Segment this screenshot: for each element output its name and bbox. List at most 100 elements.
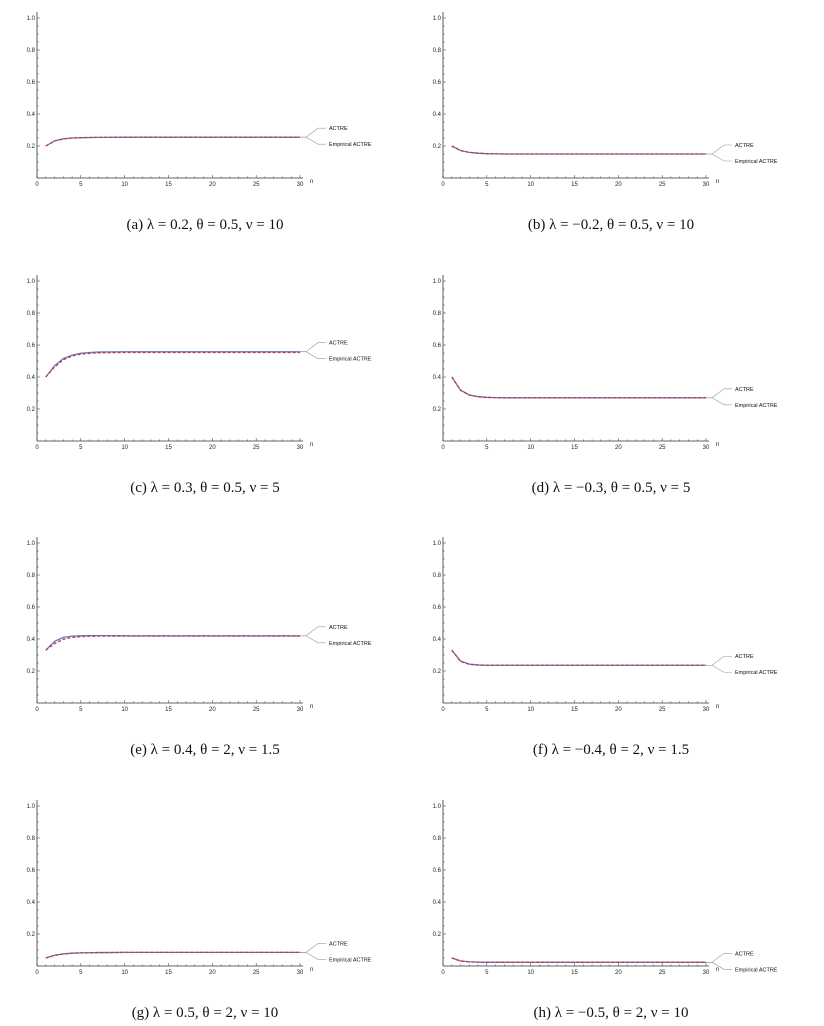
y-tick-label: 0.4 bbox=[433, 375, 442, 381]
x-tick-label: 15 bbox=[165, 182, 172, 188]
x-tick-label: 20 bbox=[209, 707, 216, 713]
y-tick-label: 0.8 bbox=[433, 573, 442, 579]
x-axis-label: n bbox=[310, 967, 313, 973]
series-line-empirical-actre bbox=[451, 145, 706, 155]
x-tick-label: 10 bbox=[527, 970, 534, 976]
x-tick-label: 10 bbox=[527, 182, 534, 188]
series-line-actre bbox=[45, 136, 300, 147]
y-tick-label: 1.0 bbox=[27, 541, 36, 547]
x-axis-label: n bbox=[716, 967, 719, 973]
legend-leader-line bbox=[706, 153, 732, 162]
y-tick-label: 1.0 bbox=[27, 804, 36, 810]
panel-caption: (h) λ = −0.5, θ = 2, ν = 10 bbox=[533, 1005, 688, 1021]
x-tick-label: 0 bbox=[441, 445, 445, 451]
x-tick-label: 25 bbox=[253, 707, 260, 713]
x-tick-label: 0 bbox=[35, 970, 39, 976]
x-tick-label: 15 bbox=[571, 445, 578, 451]
legend-label: Empirical ACTRE bbox=[329, 357, 372, 363]
panel-caption: (g) λ = 0.5, θ = 2, ν = 10 bbox=[132, 1005, 279, 1021]
x-tick-label: 5 bbox=[485, 445, 489, 451]
panel-caption: (c) λ = 0.3, θ = 0.5, ν = 5 bbox=[130, 480, 280, 496]
x-tick-label: 15 bbox=[165, 707, 172, 713]
y-tick-label: 1.0 bbox=[433, 541, 442, 547]
y-tick-label: 0.4 bbox=[27, 112, 36, 118]
x-tick-label: 30 bbox=[703, 970, 710, 976]
legend-label: ACTRE bbox=[735, 654, 754, 660]
legend-leader-line bbox=[300, 342, 326, 353]
chart-panel-a: 0 5 10 15 20 25 30 n 0.2 0.4 0.6 0.8 1.0 ACTRE Empiric… bbox=[27, 12, 372, 233]
legend-label: ACTRE bbox=[329, 941, 348, 947]
x-tick-label: 25 bbox=[659, 970, 666, 976]
legend-label: ACTRE bbox=[735, 143, 754, 149]
x-tick-label: 15 bbox=[571, 707, 578, 713]
legend-label: ACTRE bbox=[329, 126, 348, 132]
x-tick-label: 30 bbox=[703, 445, 710, 451]
series-line-actre bbox=[451, 145, 706, 155]
y-tick-label: 0.6 bbox=[27, 343, 36, 349]
x-tick-label: 30 bbox=[297, 182, 304, 188]
x-tick-label: 15 bbox=[571, 182, 578, 188]
x-tick-label: 20 bbox=[615, 970, 622, 976]
panel-caption: (a) λ = 0.2, θ = 0.5, ν = 10 bbox=[126, 217, 283, 233]
series-line-actre bbox=[45, 351, 300, 378]
x-tick-label: 0 bbox=[35, 182, 39, 188]
y-tick-label: 0.6 bbox=[433, 868, 442, 874]
chart-panel-c: 0 5 10 15 20 25 30 n 0.2 0.4 0.6 0.8 1.0 ACTRE Empiric… bbox=[27, 275, 372, 496]
x-tick-label: 5 bbox=[79, 445, 83, 451]
y-tick-label: 0.8 bbox=[27, 48, 36, 54]
x-axis-label: n bbox=[310, 704, 313, 710]
y-tick-label: 1.0 bbox=[433, 804, 442, 810]
series-line-actre bbox=[45, 634, 300, 651]
x-tick-label: 10 bbox=[527, 445, 534, 451]
y-tick-label: 0.8 bbox=[433, 836, 442, 842]
x-tick-label: 25 bbox=[659, 445, 666, 451]
x-tick-label: 30 bbox=[703, 707, 710, 713]
x-tick-label: 10 bbox=[527, 707, 534, 713]
panel-caption: (b) λ = −0.2, θ = 0.5, ν = 10 bbox=[528, 217, 694, 233]
chart-panel-g: 0 5 10 15 20 25 30 n 0.2 0.4 0.6 0.8 1.0 ACTRE Empiric… bbox=[27, 800, 372, 1021]
x-tick-label: 5 bbox=[79, 707, 83, 713]
x-axis-label: n bbox=[310, 179, 313, 185]
y-tick-label: 0.4 bbox=[27, 900, 36, 906]
legend-leader-line bbox=[300, 127, 326, 138]
x-tick-label: 10 bbox=[121, 970, 128, 976]
y-tick-label: 0.8 bbox=[433, 311, 442, 317]
chart-panel-e: 0 5 10 15 20 25 30 n 0.2 0.4 0.6 0.8 1.0 ACTRE Empiric… bbox=[27, 537, 372, 758]
y-tick-label: 0.6 bbox=[27, 868, 36, 874]
x-tick-label: 30 bbox=[297, 970, 304, 976]
x-tick-label: 30 bbox=[703, 182, 710, 188]
legend-leader-line bbox=[300, 943, 326, 953]
x-axis-label: n bbox=[310, 442, 313, 448]
x-tick-label: 25 bbox=[253, 970, 260, 976]
y-tick-label: 0.2 bbox=[27, 932, 36, 938]
chart-panel-f: 0 5 10 15 20 25 30 n 0.2 0.4 0.6 0.8 1.0 ACTRE Empiric… bbox=[433, 537, 778, 758]
y-tick-label: 1.0 bbox=[433, 279, 442, 285]
panel-caption: (e) λ = 0.4, θ = 2, ν = 1.5 bbox=[130, 742, 280, 758]
legend-label: Empirical ACTRE bbox=[735, 403, 778, 409]
series-line-empirical-actre bbox=[45, 136, 300, 147]
y-tick-label: 1.0 bbox=[433, 16, 442, 22]
x-tick-label: 5 bbox=[485, 182, 489, 188]
chart-panel-b: 0 5 10 15 20 25 30 n 0.2 0.4 0.6 0.8 1.0 ACTRE Empiric… bbox=[433, 12, 778, 233]
y-tick-label: 0.2 bbox=[433, 932, 442, 938]
x-tick-label: 10 bbox=[121, 445, 128, 451]
series-line-actre bbox=[451, 649, 706, 666]
series-line-empirical-actre bbox=[45, 951, 300, 959]
legend-label: ACTRE bbox=[329, 341, 348, 347]
x-tick-label: 25 bbox=[659, 707, 666, 713]
x-tick-label: 25 bbox=[253, 445, 260, 451]
y-tick-label: 0.8 bbox=[27, 836, 36, 842]
x-tick-label: 10 bbox=[121, 182, 128, 188]
x-tick-label: 0 bbox=[441, 970, 445, 976]
x-tick-label: 10 bbox=[121, 707, 128, 713]
y-tick-label: 1.0 bbox=[27, 16, 36, 22]
legend-label: Empirical ACTRE bbox=[735, 967, 778, 973]
series-line-empirical-actre bbox=[45, 635, 300, 651]
x-tick-label: 5 bbox=[485, 970, 489, 976]
legend-label: Empirical ACTRE bbox=[329, 142, 372, 148]
y-tick-label: 0.4 bbox=[433, 900, 442, 906]
legend-label: ACTRE bbox=[735, 951, 754, 957]
legend-leader-line bbox=[300, 351, 326, 360]
y-tick-label: 0.6 bbox=[433, 80, 442, 86]
